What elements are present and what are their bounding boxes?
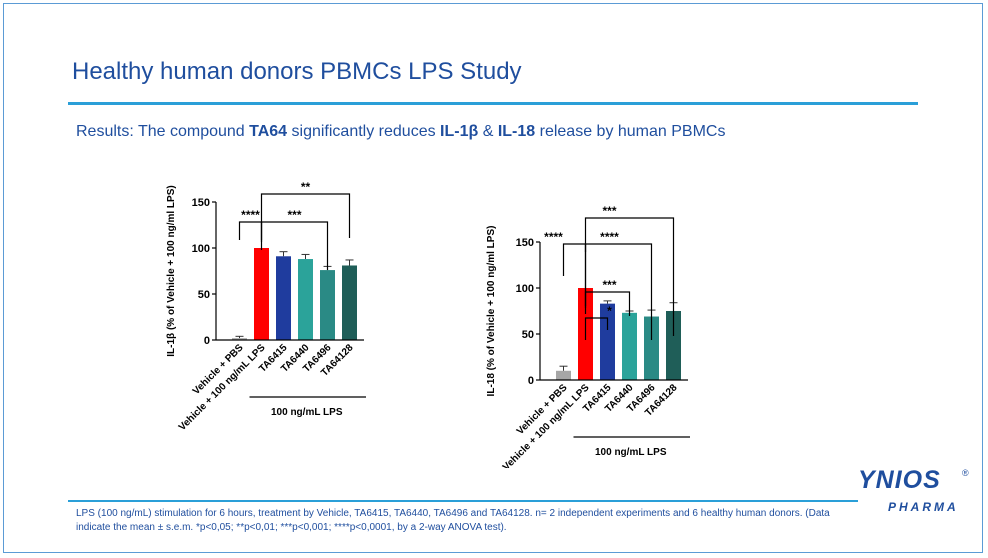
significance-label: *** [287, 208, 301, 222]
y-tick-label: 50 [198, 289, 210, 301]
y-tick-label: 50 [522, 329, 534, 341]
logo-wordmark: YNIOS [858, 466, 941, 494]
subtitle-marker-il1b: IL-1β [440, 123, 479, 140]
significance-label: *** [602, 204, 616, 218]
significance-bracket [584, 317, 609, 340]
y-tick-label: 150 [192, 197, 210, 209]
bar [232, 338, 247, 340]
slide-title: Healthy human donors PBMCs LPS Study [72, 58, 522, 85]
group-label: 100 ng/mL LPS [271, 407, 343, 418]
bar [556, 370, 571, 380]
slide-frame [3, 3, 983, 553]
significance-bracket [260, 221, 329, 270]
significance-bracket [260, 193, 351, 242]
bar [666, 311, 681, 380]
y-axis-label: IL-1β (% of Vehicle + 100 ng/ml LPS) [166, 185, 177, 356]
y-axis-label: IL-18 (% of Vehicle + 100 ng/ml LPS) [486, 226, 497, 397]
subtitle-text: Results: The compound [76, 123, 250, 140]
subtitle-text: release by human PBMCs [535, 123, 726, 140]
bar [342, 265, 357, 340]
subtitle-compound: TA64 [249, 123, 288, 140]
y-tick-label: 150 [516, 237, 534, 249]
significance-bracket [584, 217, 675, 336]
bar [600, 303, 615, 380]
logo-subtitle: PHARMA [888, 500, 959, 514]
group-label: 100 ng/mL LPS [595, 447, 667, 458]
il1b-chart: 0 50 100 150 IL-1β (% of Vehicle + 100 ng/ml… [166, 180, 366, 433]
significance-label: *** [602, 278, 616, 292]
bar [298, 259, 313, 340]
bar [644, 316, 659, 380]
bar [254, 248, 269, 340]
footnote: LPS (100 ng/mL) stimulation for 6 hours,… [76, 508, 830, 533]
significance-bracket [238, 221, 263, 240]
title-divider [68, 102, 918, 105]
bar [622, 312, 637, 380]
logo-registered: ® [962, 468, 969, 478]
subtitle-text: significantly reduces [287, 123, 441, 140]
subtitle-marker-il18: IL-18 [497, 123, 536, 140]
company-logo: YNIOS ® PHARMA [858, 466, 970, 522]
y-tick-label: 0 [528, 375, 534, 387]
subtitle-text: & [478, 123, 498, 140]
x-tick-label: Vehicle + 100 ng/mL LPS [177, 342, 268, 433]
bar [276, 256, 291, 340]
significance-bracket [562, 243, 587, 276]
significance-label: **** [241, 208, 260, 222]
significance-label: **** [544, 230, 563, 244]
y-tick-label: 0 [204, 335, 210, 347]
significance-label: ** [301, 180, 311, 194]
y-tick-label: 100 [516, 283, 534, 295]
x-tick-label: Vehicle + 100 ng/mL LPS [501, 382, 592, 468]
footer-divider [68, 500, 858, 502]
slide-subtitle: Results: The compound TA64 significantly… [76, 123, 725, 141]
significance-label: **** [600, 230, 619, 244]
y-tick-label: 100 [192, 243, 210, 255]
il18-chart: 0 50 100 150 IL-18 (% of Vehicle + 100 ng/ml… [486, 204, 690, 468]
bar [320, 270, 335, 340]
significance-label: * [607, 304, 612, 318]
